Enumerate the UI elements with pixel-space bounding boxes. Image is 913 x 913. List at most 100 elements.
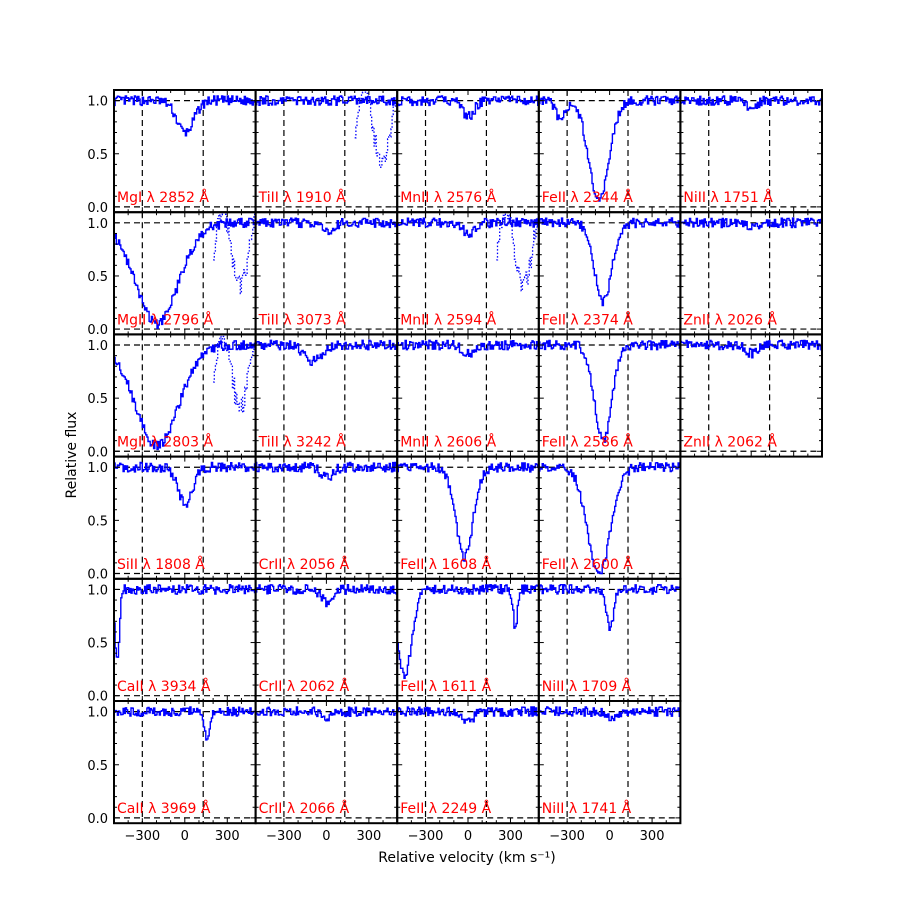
spectrum-panel: FeII λ 2249 Å −300 0 300	[396, 700, 540, 844]
spectrum-panel: CrII λ 2066 Å −300 0 300	[254, 700, 399, 844]
flux-spectrum	[397, 584, 539, 679]
panel-label: FeII λ 2344 Å	[542, 189, 633, 206]
panel-label: FeII λ 2600 Å	[542, 556, 633, 573]
flux-spectrum	[114, 95, 256, 137]
panel-label: TiII λ 3242 Å	[258, 434, 347, 451]
flux-spectrum	[680, 217, 823, 231]
y-tick-label: 0.0	[87, 323, 108, 338]
panel-label: NiII λ 1709 Å	[542, 678, 632, 695]
flux-spectrum	[255, 95, 398, 106]
spectrum-panel: FeII λ 1608 Å	[396, 455, 540, 580]
y-tick-label: 1.0	[87, 583, 108, 598]
y-tick-label: 0.0	[87, 201, 108, 216]
x-tick-label: 0	[181, 829, 189, 844]
spectrum-panel: MgII λ 2796 Å 0.0 0.5 1.0	[87, 211, 257, 338]
flux-spectrum	[114, 706, 256, 741]
spectrum-panel: NiII λ 1709 Å	[537, 577, 682, 702]
blend-spectrum	[496, 213, 539, 292]
spectrum-panel: NiII λ 1751 Å	[679, 89, 824, 214]
x-axis-label: Relative velocity (km s⁻¹)	[378, 850, 556, 866]
flux-spectrum	[538, 706, 681, 722]
flux-spectrum	[114, 340, 256, 451]
spectrum-panel: ZnII λ 2026 Å	[679, 211, 824, 336]
spectrum-panel: FeII λ 2374 Å	[537, 211, 682, 336]
x-tick-label: −300	[549, 829, 585, 844]
y-tick-label: 1.0	[87, 461, 108, 476]
y-tick-label: 0.5	[87, 270, 108, 285]
panel-grid: MgI λ 2852 Å 0.0 0.5 1.0 TiII λ 1910 Å MnII λ…	[87, 89, 824, 844]
panel-label: MgI λ 2852 Å	[117, 189, 209, 206]
y-tick-label: 1.0	[87, 95, 108, 110]
y-tick-label: 0.5	[87, 514, 108, 529]
spectrum-panel: CaII λ 3969 Å 0.0 0.5 1.0 −300 0 300	[87, 700, 257, 844]
blend-spectrum	[354, 91, 398, 168]
panel-label: NiII λ 1751 Å	[683, 189, 773, 206]
spectrum-panel: MnII λ 2594 Å	[396, 211, 540, 336]
x-tick-label: −300	[266, 829, 302, 844]
blend-spectrum	[213, 213, 256, 295]
panel-label: ZnII λ 2062 Å	[683, 434, 777, 451]
flux-spectrum	[255, 706, 398, 722]
spectrum-panel: SiII λ 1808 Å 0.0 0.5 1.0	[87, 455, 257, 582]
y-axis-label: Relative flux	[64, 412, 80, 499]
panel-label: NiII λ 1741 Å	[542, 800, 632, 817]
flux-spectrum	[255, 461, 398, 481]
spectrum-panel: MnII λ 2606 Å	[396, 333, 540, 458]
panel-label: FeII λ 2374 Å	[542, 311, 633, 328]
spectrum-panel: NiII λ 1741 Å −300 0 300	[537, 700, 682, 844]
spectrum-panel: CaII λ 3934 Å 0.0 0.5 1.0	[87, 577, 257, 705]
panel-label: TiII λ 3073 Å	[258, 311, 347, 328]
panel-label: MgII λ 2803 Å	[117, 434, 213, 451]
spectrum-panel: TiII λ 3073 Å	[254, 211, 399, 336]
spectrum-panel: FeII λ 2586 Å	[537, 333, 682, 458]
panel-label: SiII λ 1808 Å	[117, 556, 205, 573]
spectrum-panel: MnII λ 2576 Å	[396, 89, 540, 214]
flux-spectrum	[397, 217, 539, 238]
x-tick-label: 300	[356, 829, 381, 844]
x-tick-label: 0	[605, 829, 613, 844]
y-tick-label: 0.5	[87, 637, 108, 652]
flux-spectrum	[538, 584, 681, 631]
panel-label: ZnII λ 2026 Å	[683, 311, 777, 328]
panel-label: CaII λ 3969 Å	[117, 800, 211, 817]
x-tick-label: 300	[498, 829, 523, 844]
y-tick-label: 1.0	[87, 217, 108, 232]
panel-label: CrII λ 2066 Å	[259, 800, 350, 817]
panel-label: CrII λ 2062 Å	[259, 678, 350, 695]
flux-spectrum	[114, 217, 256, 330]
flux-spectrum	[397, 339, 539, 358]
flux-spectrum	[255, 584, 398, 608]
spectrum-panel: FeII λ 2344 Å	[537, 89, 682, 214]
panel-label: MnII λ 2576 Å	[400, 189, 496, 206]
x-tick-label: 300	[640, 829, 665, 844]
x-tick-label: 0	[322, 829, 330, 844]
flux-spectrum	[538, 95, 681, 202]
flux-spectrum	[397, 706, 539, 724]
flux-spectrum	[680, 339, 823, 359]
panel-label: FeII λ 2249 Å	[400, 800, 491, 817]
spectrum-panel: CrII λ 2062 Å	[254, 577, 399, 702]
spectrum-panel: TiII λ 3242 Å	[254, 333, 399, 458]
spectrum-panel: TiII λ 1910 Å	[254, 89, 399, 214]
y-tick-label: 0.0	[87, 567, 108, 582]
flux-spectrum	[397, 95, 539, 120]
flux-spectrum	[397, 462, 539, 562]
panel-label: MnII λ 2594 Å	[400, 311, 496, 328]
panel-label: FeII λ 1611 Å	[400, 678, 491, 695]
y-tick-label: 0.0	[87, 445, 108, 460]
spectrum-panel: ZnII λ 2062 Å	[679, 333, 824, 458]
x-tick-label: 300	[215, 829, 240, 844]
y-tick-label: 0.5	[87, 392, 108, 407]
y-tick-label: 1.0	[87, 339, 108, 354]
y-tick-label: 0.0	[87, 812, 108, 827]
blend-spectrum	[213, 335, 256, 414]
spectrum-panel: CrII λ 2056 Å	[254, 455, 399, 580]
flux-spectrum	[114, 584, 256, 658]
flux-spectrum	[255, 217, 398, 236]
spectrum-panel: FeII λ 1611 Å	[396, 577, 540, 702]
flux-spectrum	[680, 95, 823, 111]
y-tick-label: 0.0	[87, 690, 108, 705]
flux-spectrum	[538, 217, 681, 307]
panel-label: FeII λ 1608 Å	[400, 556, 491, 573]
